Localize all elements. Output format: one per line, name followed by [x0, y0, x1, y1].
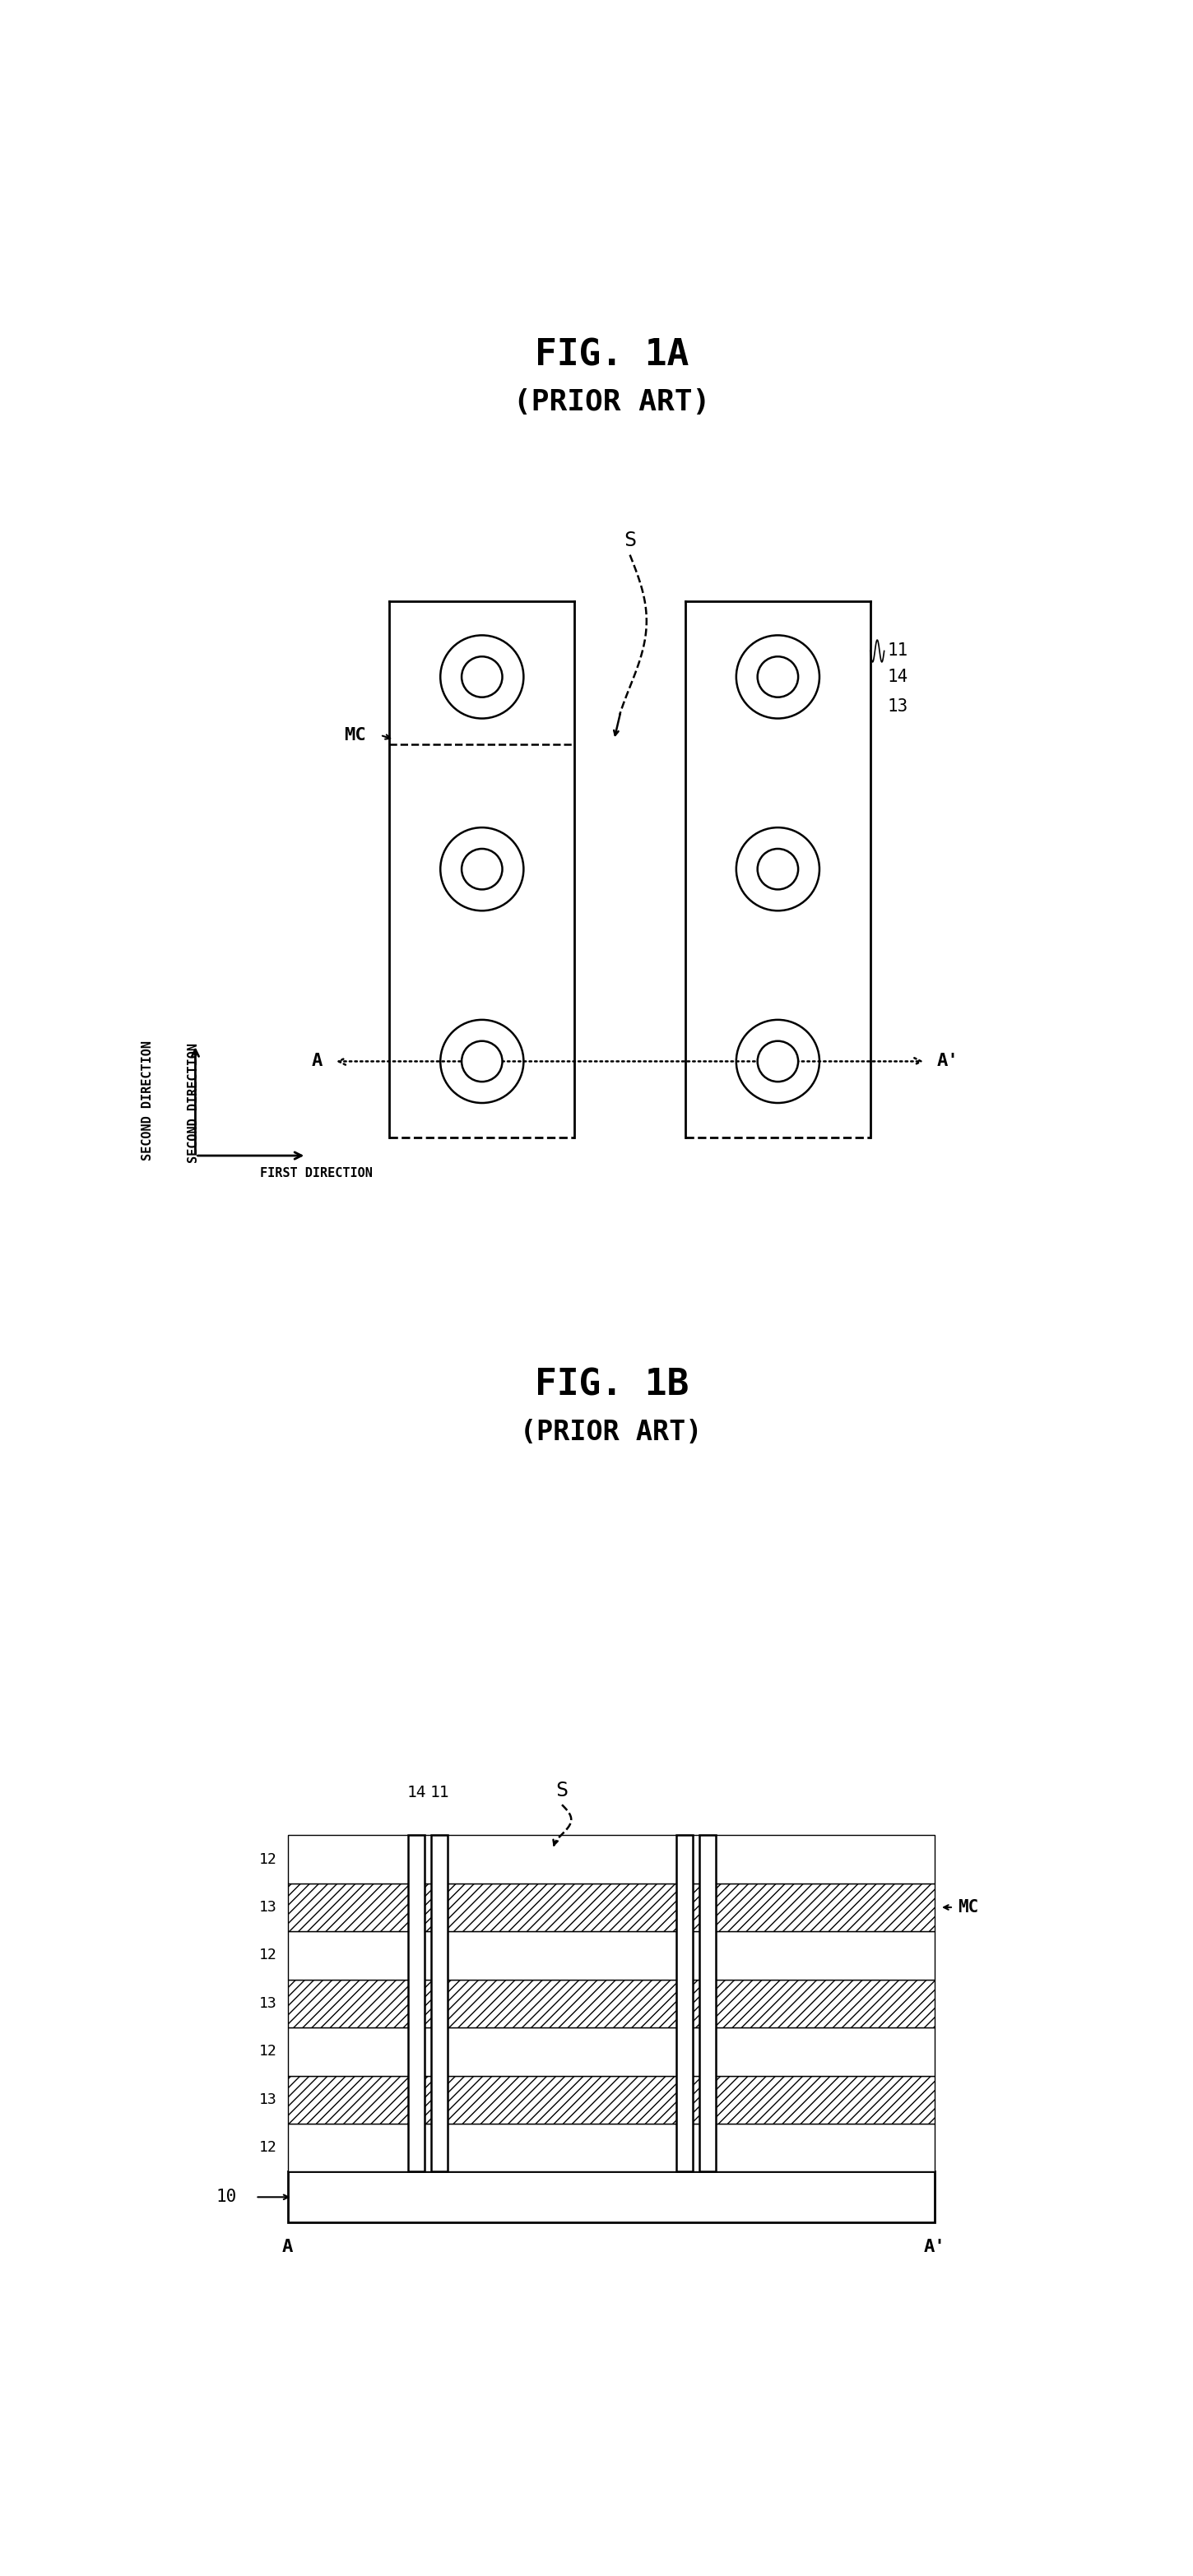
Text: S: S	[556, 1780, 568, 1801]
Text: 13: 13	[259, 1901, 277, 1914]
Ellipse shape	[736, 827, 820, 912]
Bar	[408, 1834, 425, 2172]
Ellipse shape	[758, 848, 798, 889]
Text: FIRST DIRECTION: FIRST DIRECTION	[260, 1167, 372, 1180]
Text: A: A	[311, 1054, 323, 1069]
Ellipse shape	[462, 848, 502, 889]
Text: MC: MC	[958, 1899, 979, 1917]
Bar	[699, 1834, 716, 2172]
Text: 13: 13	[259, 1996, 277, 2012]
Bar	[288, 2123, 935, 2172]
Text: A': A'	[925, 2239, 946, 2257]
Text: 12: 12	[259, 2141, 277, 2156]
Bar	[288, 1834, 935, 1883]
Text: FIG. 1B: FIG. 1B	[534, 1368, 688, 1404]
Bar	[288, 1932, 935, 1978]
Text: (PRIOR ART): (PRIOR ART)	[520, 1419, 703, 1445]
Text: SECOND DIRECTION: SECOND DIRECTION	[188, 1043, 200, 1162]
Text: 11: 11	[429, 1785, 449, 1801]
Ellipse shape	[736, 1020, 820, 1103]
Bar	[431, 1834, 447, 2172]
Bar	[676, 1834, 693, 2172]
Ellipse shape	[758, 657, 798, 698]
Text: 14: 14	[886, 670, 908, 685]
Text: FIG. 1A: FIG. 1A	[534, 337, 688, 374]
Text: 10: 10	[216, 2190, 237, 2205]
Bar	[288, 2076, 935, 2123]
Text: A: A	[283, 2239, 293, 2257]
Text: S: S	[624, 531, 636, 551]
Bar	[288, 2172, 935, 2223]
Bar	[288, 1978, 935, 2027]
Bar	[288, 1883, 935, 1932]
Ellipse shape	[736, 636, 820, 719]
Text: 14: 14	[407, 1785, 426, 1801]
Text: A': A'	[937, 1054, 959, 1069]
Text: (PRIOR ART): (PRIOR ART)	[513, 389, 710, 417]
Ellipse shape	[440, 827, 524, 912]
Text: 11: 11	[886, 644, 908, 659]
Text: 12: 12	[259, 2045, 277, 2058]
Bar	[288, 2027, 935, 2076]
Text: 13: 13	[886, 698, 908, 714]
Ellipse shape	[440, 636, 524, 719]
Ellipse shape	[758, 1041, 798, 1082]
Text: 12: 12	[259, 1852, 277, 1868]
Ellipse shape	[440, 1020, 524, 1103]
Text: 12: 12	[259, 1947, 277, 1963]
Ellipse shape	[462, 1041, 502, 1082]
Ellipse shape	[462, 657, 502, 698]
Text: SECOND DIRECTION: SECOND DIRECTION	[142, 1041, 154, 1159]
Text: 13: 13	[259, 2092, 277, 2107]
Text: MC: MC	[345, 726, 366, 744]
